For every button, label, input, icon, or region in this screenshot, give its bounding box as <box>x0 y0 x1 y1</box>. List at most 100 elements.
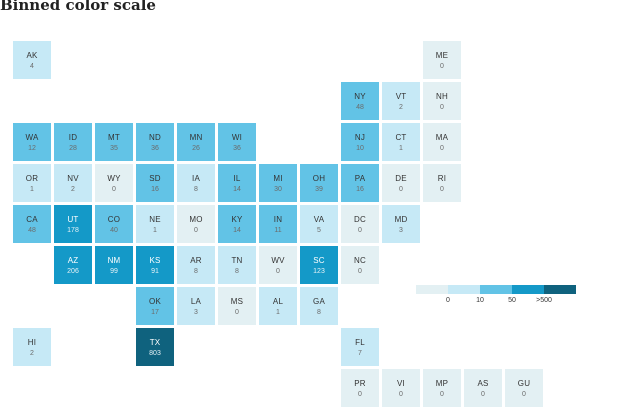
tile-abbr: CO <box>107 215 121 224</box>
tile-value: 0 <box>235 309 239 316</box>
tile-abbr: NC <box>354 256 366 265</box>
tile-mt: MT 35 <box>95 123 133 161</box>
tile-abbr: NY <box>354 92 366 101</box>
tile-abbr: VA <box>313 215 325 224</box>
tile-abbr: VI <box>397 379 405 388</box>
tile-mp: MP 0 <box>423 369 461 407</box>
legend-tick-0: 0 <box>446 297 450 304</box>
tile-nc: NC 0 <box>341 246 379 284</box>
tile-wi: WI 36 <box>218 123 256 161</box>
tile-value: 99 <box>110 268 118 275</box>
tile-value: 2 <box>30 350 34 357</box>
tile-value: 0 <box>440 145 444 152</box>
tile-value: 26 <box>192 145 200 152</box>
tile-ne: NE 1 <box>136 205 174 243</box>
tile-value: 0 <box>440 391 444 398</box>
tile-abbr: DC <box>354 215 366 224</box>
tile-abbr: ID <box>68 133 78 142</box>
chart-title: Binned color scale <box>0 0 156 14</box>
tile-id: ID 28 <box>54 123 92 161</box>
tile-value: 2 <box>399 104 403 111</box>
tile-abbr: CT <box>395 133 407 142</box>
tile-abbr: OR <box>25 174 39 183</box>
tile-value: 0 <box>112 186 116 193</box>
tile-value: 206 <box>67 268 79 275</box>
tile-nd: ND 36 <box>136 123 174 161</box>
tile-abbr: MN <box>189 133 203 142</box>
tile-value: 123 <box>313 268 325 275</box>
tile-me: ME 0 <box>423 41 461 79</box>
tile-abbr: NJ <box>354 133 366 142</box>
tile-value: 35 <box>110 145 118 152</box>
tile-abbr: CA <box>26 215 38 224</box>
tile-al: AL 1 <box>259 287 297 325</box>
tile-value: 0 <box>440 186 444 193</box>
legend-bin-2 <box>480 285 512 294</box>
color-legend: 0 10 50 >500 <box>416 285 576 309</box>
tile-value: 14 <box>233 186 241 193</box>
tile-abbr: OH <box>312 174 326 183</box>
tile-value: 4 <box>30 63 34 70</box>
tile-value: 0 <box>522 391 526 398</box>
tile-value: 2 <box>71 186 75 193</box>
tile-value: 803 <box>149 350 161 357</box>
tile-ia: IA 8 <box>177 164 215 202</box>
tile-dc: DC 0 <box>341 205 379 243</box>
legend-bin-4 <box>544 285 576 294</box>
tile-la: LA 3 <box>177 287 215 325</box>
tile-value: 5 <box>317 227 321 234</box>
tile-abbr: KY <box>231 215 243 224</box>
tile-nm: NM 99 <box>95 246 133 284</box>
tile-value: 178 <box>67 227 79 234</box>
tile-value: 3 <box>194 309 198 316</box>
tile-abbr: TN <box>231 256 243 265</box>
tile-fl: FL 7 <box>341 328 379 366</box>
tile-gu: GU 0 <box>505 369 543 407</box>
tile-hi: HI 2 <box>13 328 51 366</box>
tile-il: IL 14 <box>218 164 256 202</box>
tile-value: 48 <box>28 227 36 234</box>
tile-value: 91 <box>151 268 159 275</box>
tile-value: 0 <box>194 227 198 234</box>
tile-nh: NH 0 <box>423 82 461 120</box>
tile-abbr: GA <box>313 297 325 306</box>
tile-abbr: AL <box>272 297 284 306</box>
tile-value: 0 <box>440 104 444 111</box>
tile-abbr: SC <box>313 256 325 265</box>
tile-value: 10 <box>356 145 364 152</box>
tile-value: 0 <box>358 268 362 275</box>
tile-mo: MO 0 <box>177 205 215 243</box>
tile-value: 7 <box>358 350 362 357</box>
tile-value: 0 <box>358 227 362 234</box>
tile-abbr: ME <box>435 51 449 60</box>
tile-ks: KS 91 <box>136 246 174 284</box>
tile-value: 40 <box>110 227 118 234</box>
tile-md: MD 3 <box>382 205 420 243</box>
tile-value: 0 <box>276 268 280 275</box>
tile-abbr: NH <box>436 92 448 101</box>
tile-ga: GA 8 <box>300 287 338 325</box>
legend-tick-3: >500 <box>536 297 552 304</box>
tile-ri: RI 0 <box>423 164 461 202</box>
tile-value: 0 <box>440 63 444 70</box>
tile-pr: PR 0 <box>341 369 379 407</box>
tile-abbr: PA <box>354 174 366 183</box>
tile-abbr: UT <box>67 215 79 224</box>
tile-abbr: IA <box>192 174 200 183</box>
tile-value: 48 <box>356 104 364 111</box>
tile-abbr: SD <box>149 174 161 183</box>
tile-mi: MI 30 <box>259 164 297 202</box>
tile-abbr: MI <box>273 174 283 183</box>
tile-wv: WV 0 <box>259 246 297 284</box>
legend-bin-3 <box>512 285 544 294</box>
tile-value: 8 <box>317 309 321 316</box>
legend-bin-1 <box>448 285 480 294</box>
tile-abbr: WY <box>107 174 121 183</box>
tile-abbr: WV <box>271 256 285 265</box>
tile-value: 16 <box>356 186 364 193</box>
tile-value: 11 <box>274 227 282 234</box>
tile-or: OR 1 <box>13 164 51 202</box>
tile-ut: UT 178 <box>54 205 92 243</box>
tile-value: 8 <box>194 186 198 193</box>
